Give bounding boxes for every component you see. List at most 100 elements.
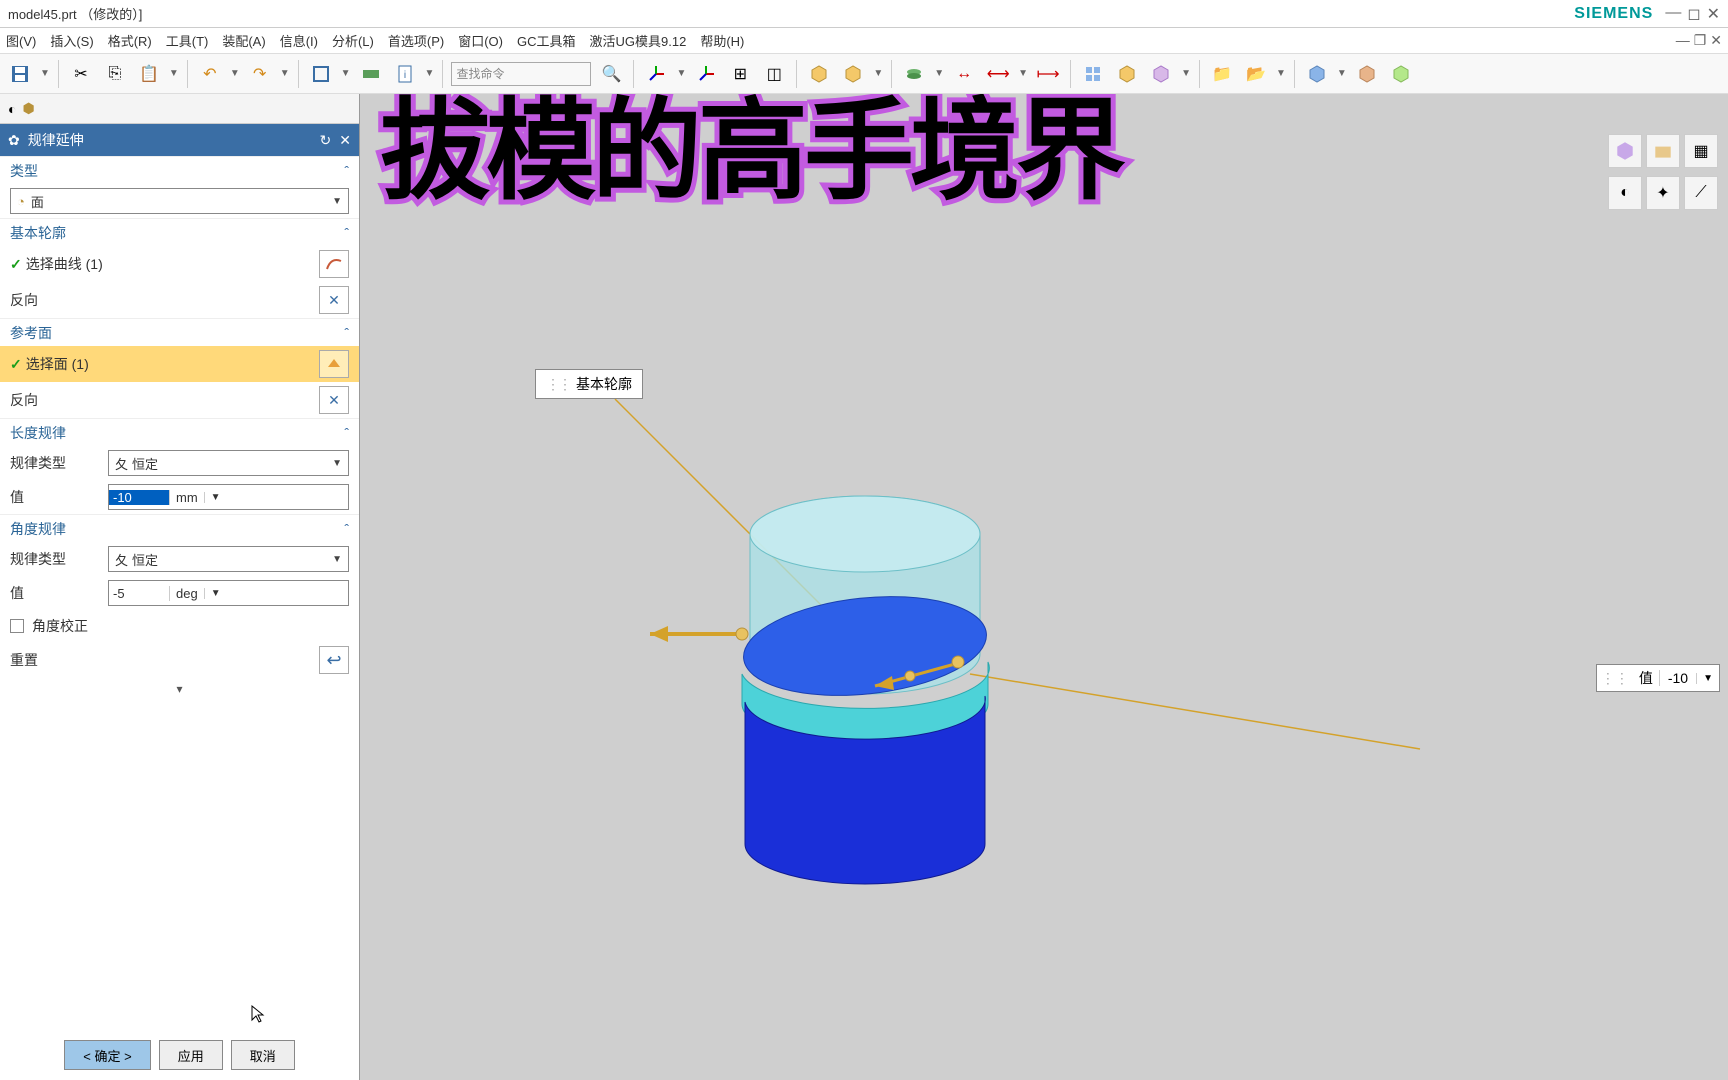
csys-3[interactable]: ⊞ xyxy=(726,60,754,88)
reverse-label-2: 反向 xyxy=(10,390,38,410)
doc-minimize-button[interactable]: — xyxy=(1676,32,1690,49)
dialog-panel: ◐ ⬢ ✿ 规律延伸 ↻ ✕ 类型ˆ ◔ 面 ▼ 基本轮廓ˆ 选择曲线 (1) … xyxy=(0,94,360,1080)
search-button[interactable]: 🔍 xyxy=(597,60,625,88)
viewport[interactable]: ▦ ◐ ✦ ⟋ xyxy=(360,94,1728,1080)
floating-value-input[interactable]: ⋮⋮ 值 -10 ▼ xyxy=(1596,664,1720,692)
len-ruletype-label: 规律类型 xyxy=(10,453,100,473)
tool-3[interactable]: i xyxy=(391,60,419,88)
paste-button[interactable]: 📋 xyxy=(135,60,163,88)
angle-correct-label: 角度校正 xyxy=(32,616,88,636)
cube-3[interactable] xyxy=(1387,60,1415,88)
curve-picker-icon[interactable] xyxy=(319,250,349,278)
float-value[interactable]: -10 xyxy=(1659,670,1696,686)
svg-text:i: i xyxy=(403,70,405,81)
cut-button[interactable]: ✂ xyxy=(67,60,95,88)
section-type[interactable]: 类型ˆ xyxy=(0,156,359,184)
reset-label[interactable]: 重置 xyxy=(10,650,38,670)
copy-button[interactable]: ⎘ xyxy=(101,60,129,88)
brand-logo: SIEMENS xyxy=(1574,5,1653,23)
section-length[interactable]: 长度规律ˆ xyxy=(0,418,359,446)
dim-3[interactable]: ⟼ xyxy=(1034,60,1062,88)
reverse-button-2[interactable]: ✕ xyxy=(319,386,349,414)
tool-1[interactable] xyxy=(307,60,335,88)
section-angle[interactable]: 角度规律ˆ xyxy=(0,514,359,542)
doc-close-button[interactable]: ✕ xyxy=(1710,32,1722,49)
more-toggle[interactable]: ▾ xyxy=(0,678,359,700)
menu-tools[interactable]: 工具(T) xyxy=(166,31,209,50)
menu-bar: 图(V) 插入(S) 格式(R) 工具(T) 装配(A) 信息(I) 分析(L)… xyxy=(0,28,1728,54)
menu-format[interactable]: 格式(R) xyxy=(108,31,152,50)
len-ruletype-combo[interactable]: ⼡ 恒定▼ xyxy=(108,450,349,476)
ang-ruletype-label: 规律类型 xyxy=(10,549,100,569)
doc-restore-button[interactable]: ❐ xyxy=(1694,32,1707,49)
panel-title: 规律延伸 xyxy=(28,130,312,150)
menu-mold[interactable]: 激活UG模具9.12 xyxy=(590,31,687,50)
menu-view[interactable]: 图(V) xyxy=(6,31,36,50)
save-button[interactable] xyxy=(6,60,34,88)
box-2[interactable] xyxy=(839,60,867,88)
menu-assembly[interactable]: 装配(A) xyxy=(222,31,265,50)
cancel-button[interactable]: 取消 xyxy=(231,1040,295,1070)
folder-1[interactable]: 📁 xyxy=(1208,60,1236,88)
grip-icon: ⋮⋮ xyxy=(1597,670,1633,687)
dim-1[interactable]: ↔ xyxy=(950,60,978,88)
type-combo[interactable]: ◔ 面 ▼ xyxy=(10,188,349,214)
ang-value-field[interactable]: -5 deg ▼ xyxy=(108,580,349,606)
menu-info[interactable]: 信息(I) xyxy=(280,31,318,50)
len-value-field[interactable]: -10 mm ▼ xyxy=(108,484,349,510)
callout-profile[interactable]: ⋮⋮ 基本轮廓 xyxy=(535,369,643,399)
section-ref[interactable]: 参考面ˆ xyxy=(0,318,359,346)
command-search[interactable]: 查找命令 xyxy=(451,62,591,86)
menu-analysis[interactable]: 分析(L) xyxy=(332,31,374,50)
type-value: 面 xyxy=(31,192,44,211)
document-title: model45.prt （修改的）] xyxy=(8,4,142,23)
select-curve[interactable]: 选择曲线 (1) xyxy=(10,254,103,274)
cursor-icon xyxy=(250,1004,266,1024)
box-4[interactable] xyxy=(1147,60,1175,88)
menu-window[interactable]: 窗口(O) xyxy=(458,31,503,50)
reverse-label-1: 反向 xyxy=(10,290,38,310)
tab-icon-2[interactable]: ⬢ xyxy=(22,100,34,117)
reverse-button-1[interactable]: ✕ xyxy=(319,286,349,314)
csys-2[interactable] xyxy=(692,60,720,88)
box-3[interactable] xyxy=(1113,60,1141,88)
tool-2[interactable] xyxy=(357,60,385,88)
dim-2[interactable]: ⟷ xyxy=(984,60,1012,88)
reset-button[interactable]: ↩ xyxy=(319,646,349,674)
close-button[interactable]: ✕ xyxy=(1707,4,1720,24)
face-picker-icon[interactable] xyxy=(319,350,349,378)
box-1[interactable] xyxy=(805,60,833,88)
layer-1[interactable] xyxy=(900,60,928,88)
cube-2[interactable] xyxy=(1353,60,1381,88)
minimize-button[interactable]: — xyxy=(1665,4,1681,24)
angle-correct-checkbox[interactable] xyxy=(10,619,24,633)
chevron-down-icon[interactable]: ▼ xyxy=(1696,673,1719,684)
grid-1[interactable] xyxy=(1079,60,1107,88)
side-tabs: ◐ ⬢ xyxy=(0,94,359,124)
menu-insert[interactable]: 插入(S) xyxy=(50,31,93,50)
folder-2[interactable]: 📂 xyxy=(1242,60,1270,88)
refresh-icon[interactable]: ↻ xyxy=(320,132,332,149)
csys-4[interactable]: ◫ xyxy=(760,60,788,88)
gear-icon: ✿ xyxy=(8,132,20,149)
ang-value-label: 值 xyxy=(10,583,100,603)
panel-close-icon[interactable]: ✕ xyxy=(339,132,351,149)
section-profile[interactable]: 基本轮廓ˆ xyxy=(0,218,359,246)
menu-preferences[interactable]: 首选项(P) xyxy=(388,31,444,50)
menu-gc[interactable]: GC工具箱 xyxy=(517,31,576,50)
grip-icon: ⋮⋮ xyxy=(546,376,570,393)
ang-ruletype-combo[interactable]: ⼡ 恒定▼ xyxy=(108,546,349,572)
undo-button[interactable]: ↶ xyxy=(196,60,224,88)
redo-button[interactable]: ↷ xyxy=(246,60,274,88)
maximize-button[interactable]: ◻ xyxy=(1687,4,1700,24)
menu-help[interactable]: 帮助(H) xyxy=(700,31,744,50)
csys-1[interactable] xyxy=(642,60,670,88)
apply-button[interactable]: 应用 xyxy=(159,1040,223,1070)
select-face[interactable]: 选择面 (1) xyxy=(10,354,89,374)
panel-header: ✿ 规律延伸 ↻ ✕ xyxy=(0,124,359,156)
ok-button[interactable]: < 确定 > xyxy=(64,1040,150,1070)
cube-1[interactable] xyxy=(1303,60,1331,88)
float-label: 值 xyxy=(1633,668,1659,688)
title-bar: model45.prt （修改的）] SIEMENS — ◻ ✕ xyxy=(0,0,1728,28)
tab-icon-1[interactable]: ◐ xyxy=(8,101,16,117)
